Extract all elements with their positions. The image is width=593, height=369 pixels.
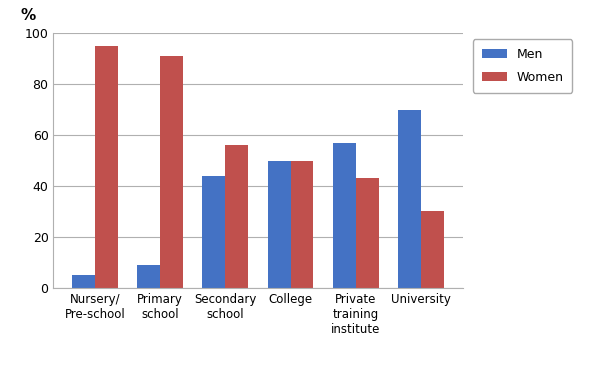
- Bar: [72, 275, 95, 288]
- Text: %: %: [21, 8, 36, 23]
- Bar: [356, 178, 379, 288]
- Legend: Men, Women: Men, Women: [473, 39, 572, 93]
- Bar: [333, 143, 356, 288]
- Bar: [160, 56, 183, 288]
- Bar: [291, 161, 314, 288]
- Bar: [202, 176, 225, 288]
- Bar: [137, 265, 160, 288]
- Bar: [268, 161, 291, 288]
- Bar: [398, 110, 421, 288]
- Bar: [95, 46, 117, 288]
- Bar: [225, 145, 248, 288]
- Bar: [421, 211, 444, 288]
